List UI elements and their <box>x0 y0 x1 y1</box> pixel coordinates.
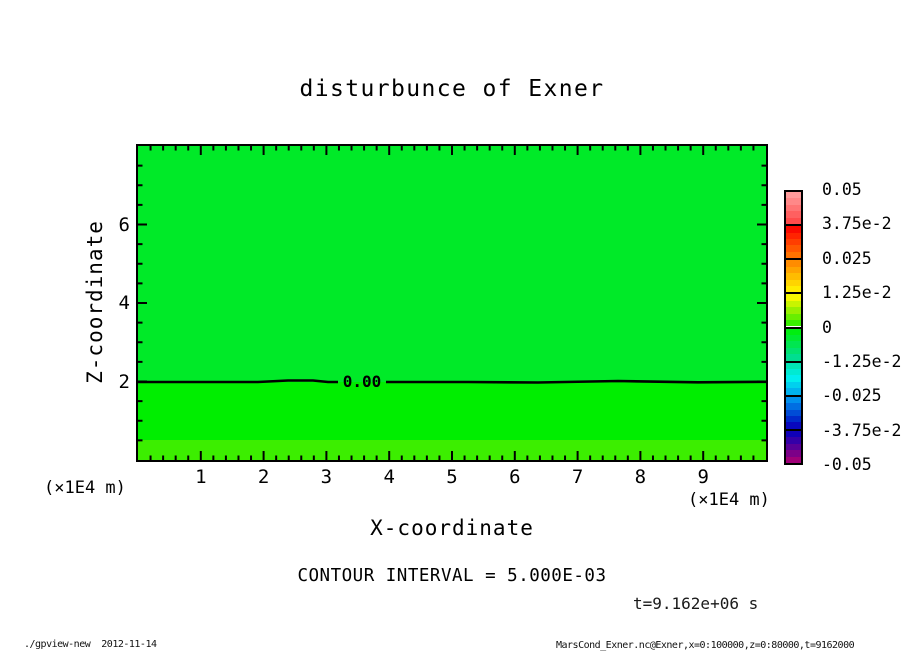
footer-command: ./gpview-new 2012-11-14 <box>24 639 157 650</box>
colorbar-strip <box>786 232 801 239</box>
field-fill-bands <box>138 146 766 460</box>
x-tick-label: 1 <box>195 466 207 488</box>
colorbar-strip <box>786 354 801 361</box>
page-title: disturbunce of Exner <box>299 76 605 102</box>
colorbar-strip <box>786 403 801 410</box>
x-axis-title: X-coordinate <box>370 516 534 540</box>
y-axis-unit-label: (×1E4 m) <box>44 478 126 498</box>
colorbar-strip <box>786 347 801 355</box>
contour-interval-note: CONTOUR INTERVAL = 5.000E-03 <box>297 566 607 586</box>
y-tick-label: 6 <box>118 213 130 236</box>
colorbar-tick-label: 3.75e-2 <box>822 214 892 234</box>
y-tick-label: 2 <box>118 370 130 393</box>
x-tick-label: 7 <box>571 466 584 488</box>
colorbar-strip <box>786 300 801 308</box>
x-tick-label: 2 <box>257 466 270 488</box>
colorbar-strip <box>786 251 801 259</box>
colorbar-strip <box>786 320 801 327</box>
field-band <box>138 146 766 382</box>
colorbar-tick-label: -0.05 <box>822 455 872 474</box>
contour-path <box>386 379 766 384</box>
x-tick-label: 9 <box>697 466 709 488</box>
colorbar-box <box>786 430 801 463</box>
colorbar-strip <box>786 430 801 438</box>
colorbar-strip <box>786 226 801 233</box>
colorbar-strip <box>786 362 801 370</box>
field-band <box>138 440 766 460</box>
colorbar-strip <box>786 217 801 225</box>
colorbar-strip <box>786 456 801 463</box>
colorbar-strip <box>786 198 801 205</box>
colorbar-strip <box>786 294 801 301</box>
colorbar-strip <box>786 192 801 199</box>
colorbar-strip <box>786 245 801 252</box>
colorbar-tick-label: 1.25e-2 <box>822 283 892 303</box>
colorbar-tick-label: -3.75e-2 <box>822 420 902 440</box>
colorbar-strip <box>786 313 801 321</box>
colorbar-strip <box>786 416 801 423</box>
plot-area: 0.00 <box>136 144 768 462</box>
x-tick-label: 6 <box>509 466 521 488</box>
colorbar-box <box>786 396 801 431</box>
colorbar-strip <box>786 422 801 429</box>
colorbar-tick-label: 0 <box>822 317 832 337</box>
colorbar-strip <box>786 334 801 342</box>
x-tick-label: 3 <box>320 466 333 488</box>
colorbar-strip <box>786 369 801 376</box>
colorbar-tick-label: -0.025 <box>822 386 882 406</box>
y-tick-label: 4 <box>118 292 130 314</box>
colorbar-strip <box>786 381 801 389</box>
colorbar-box <box>786 328 801 363</box>
colorbar-box <box>786 362 801 397</box>
colorbar-box <box>786 294 801 329</box>
x-axis-unit-label: (×1E4 m) <box>688 490 770 510</box>
time-annotation: t=9.162e+06 s <box>633 594 759 613</box>
field-band <box>138 381 766 441</box>
colorbar-strip <box>786 211 801 218</box>
colorbar-strip <box>786 437 801 444</box>
colorbar-strip <box>786 443 801 451</box>
contour-line-label: 0.00 <box>342 371 382 391</box>
colorbar-strip <box>786 273 801 280</box>
colorbar-strip <box>786 266 801 274</box>
colorbar-strip <box>786 450 801 457</box>
x-tick-label: 5 <box>446 466 458 488</box>
colorbar-strip <box>786 204 801 212</box>
colorbar-strip <box>786 388 801 395</box>
colorbar-box <box>786 192 801 227</box>
colorbar-box <box>786 226 801 261</box>
zero-contour-line <box>138 379 766 384</box>
x-tick-label: 8 <box>634 466 647 488</box>
colorbar-strip <box>786 328 801 335</box>
colorbar-tick-label: -1.25e-2 <box>822 351 902 371</box>
y-axis-title: Z-coordinate <box>83 220 107 384</box>
colorbar-strip <box>786 375 801 382</box>
footer-datasource: MarsCond_Exner.nc@Exner,x=0:100000,z=0:8… <box>556 640 855 651</box>
colorbar-strip <box>786 396 801 404</box>
colorbar-strip <box>786 307 801 314</box>
colorbar-strip <box>786 260 801 267</box>
colorbar-strip <box>786 279 801 286</box>
colorbar <box>784 190 803 465</box>
x-tick-label: 4 <box>383 466 395 488</box>
axis-ticks <box>138 146 766 460</box>
colorbar-tick-label: 0.05 <box>822 180 862 199</box>
colorbar-strip <box>786 409 801 417</box>
colorbar-strip <box>786 341 801 348</box>
contour-path <box>138 379 338 384</box>
colorbar-strip <box>786 238 801 246</box>
colorbar-tick-label: 0.025 <box>822 248 872 268</box>
colorbar-box <box>786 260 801 295</box>
colorbar-strip <box>786 285 801 293</box>
